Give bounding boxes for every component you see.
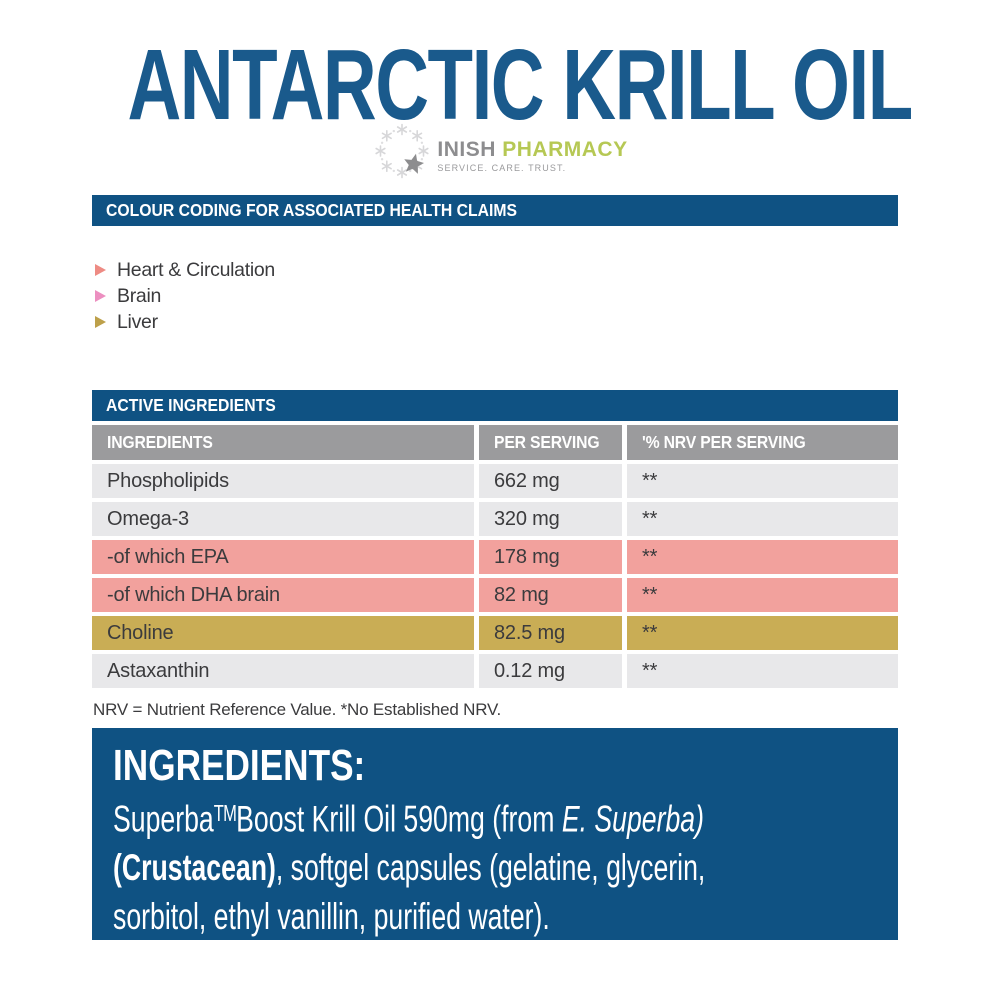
table-cell-per-serving: 662 mg — [479, 464, 622, 498]
ingredients-box-line-2: (Crustacean), softgel capsules (gelatine… — [113, 843, 705, 892]
species-name-italic: E. Superba) — [561, 798, 704, 840]
table-cell-nrv: ** — [627, 464, 898, 498]
legend-item-heart-circulation: Heart & Circulation — [95, 257, 1000, 283]
logo-name-inish: INISH — [437, 138, 496, 161]
trademark-symbol: TM — [213, 800, 237, 826]
table-cell-ingredient: Choline — [92, 616, 474, 650]
table-cell-nrv: ** — [627, 654, 898, 688]
heart-circulation-arrow-icon — [95, 264, 106, 276]
table-cell-ingredient: -of which DHA brain — [92, 578, 474, 612]
ingredients-text: , softgel capsules (gelatine, glycerin, — [275, 847, 706, 889]
table-cell-per-serving: 82 mg — [479, 578, 622, 612]
active-ingredients-header-bar: ACTIVE INGREDIENTS — [92, 390, 898, 421]
table-cell-nrv: ** — [627, 578, 898, 612]
health-claims-legend: Heart & Circulation Brain Liver — [95, 257, 1000, 335]
allergen-bold: (Crustacean) — [113, 847, 276, 889]
active-ingredients-table: INGREDIENTS PER SERVING '% NRV PER SERVI… — [92, 425, 898, 688]
table-cell-per-serving: 82.5 mg — [479, 616, 622, 650]
legend-label: Liver — [117, 310, 158, 333]
liver-arrow-icon — [95, 316, 106, 328]
table-cell-ingredient: Astaxanthin — [92, 654, 474, 688]
ingredients-box-heading: INGREDIENTS: — [113, 741, 366, 790]
legend-label: Brain — [117, 284, 162, 307]
column-header-label: INGREDIENTS — [107, 432, 213, 452]
column-header-label: PER SERVING — [494, 432, 600, 452]
legend-item-liver: Liver — [95, 309, 1000, 335]
ingredients-text: Boost Krill Oil 590mg (from — [236, 798, 562, 840]
logo-name: INISH PHARMACY — [437, 139, 627, 161]
table-cell-per-serving: 320 mg — [479, 502, 622, 536]
ingredients-text: sorbitol, ethyl vanillin, purified water… — [113, 896, 550, 938]
page-title: ANTARCTIC KRILL OIL — [127, 29, 914, 141]
ingredients-box-line-1: SuperbaTMBoost Krill Oil 590mg (from E. … — [113, 789, 704, 843]
logo-text: INISH PHARMACY SERVICE. CARE. TRUST. — [437, 139, 627, 174]
ingredients-text: Superba — [113, 798, 214, 840]
colour-coding-header-label: COLOUR CODING FOR ASSOCIATED HEALTH CLAI… — [106, 200, 517, 220]
active-ingredients-header-label: ACTIVE INGREDIENTS — [106, 395, 276, 415]
nrv-footnote: NRV = Nutrient Reference Value. *No Esta… — [93, 700, 502, 719]
legend-label: Heart & Circulation — [117, 258, 275, 281]
starfish-icon — [404, 153, 425, 174]
column-header-per-serving: PER SERVING — [479, 425, 622, 460]
table-cell-per-serving: 178 mg — [479, 540, 622, 574]
table-cell-nrv: ** — [627, 540, 898, 574]
ingredients-box-line-3: sorbitol, ethyl vanillin, purified water… — [113, 892, 678, 941]
ingredients-box: INGREDIENTS: SuperbaTMBoost Krill Oil 59… — [92, 728, 898, 940]
table-cell-ingredient: Phospholipids — [92, 464, 474, 498]
logo-tagline: SERVICE. CARE. TRUST. — [437, 163, 567, 173]
brain-arrow-icon — [95, 290, 106, 302]
table-cell-nrv: ** — [627, 616, 898, 650]
column-header-nrv: '% NRV PER SERVING — [627, 425, 898, 460]
pharmacy-logo: INISH PHARMACY SERVICE. CARE. TRUST. — [0, 120, 1000, 184]
table-cell-ingredient: Omega-3 — [92, 502, 474, 536]
column-header-label: '% NRV PER SERVING — [642, 432, 806, 452]
table-cell-per-serving: 0.12 mg — [479, 654, 622, 688]
table-cell-nrv: ** — [627, 502, 898, 536]
logo-name-pharmacy: PHARMACY — [502, 138, 628, 161]
legend-item-brain: Brain — [95, 283, 1000, 309]
colour-coding-header-bar: COLOUR CODING FOR ASSOCIATED HEALTH CLAI… — [92, 195, 898, 226]
snowflake-ring-icon — [375, 123, 429, 179]
table-cell-ingredient: -of which EPA — [92, 540, 474, 574]
column-header-ingredients: INGREDIENTS — [92, 425, 474, 460]
